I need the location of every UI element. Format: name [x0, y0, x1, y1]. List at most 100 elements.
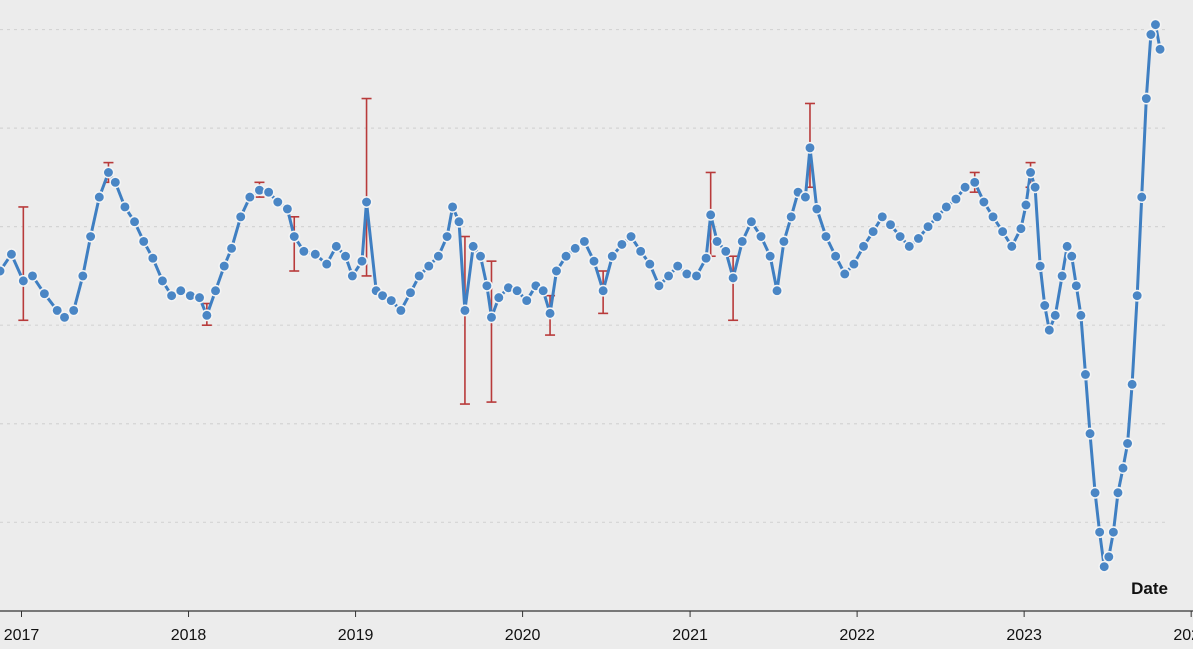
data-point [764, 250, 777, 263]
data-point [867, 225, 880, 238]
data-point [1034, 260, 1047, 273]
data-point [193, 291, 206, 304]
data-point [876, 210, 889, 223]
data-point [1070, 279, 1083, 292]
data-point [474, 250, 487, 263]
data-point [662, 269, 675, 282]
data-point [38, 287, 51, 300]
data-point [1029, 181, 1042, 194]
data-point [1043, 324, 1056, 337]
data-point [360, 196, 373, 208]
data-point [903, 240, 916, 253]
data-point [653, 279, 665, 292]
data-point [1093, 526, 1106, 539]
data-point [385, 294, 398, 307]
data-point [588, 255, 600, 268]
data-point [511, 284, 524, 297]
x-tick-label: 2022 [839, 627, 875, 644]
data-point [174, 284, 187, 297]
data-point [146, 252, 159, 265]
data-point [5, 248, 18, 261]
data-point [234, 210, 247, 223]
data-point [922, 220, 934, 233]
data-point [1014, 222, 1027, 235]
data-point [1102, 550, 1115, 563]
x-tick-label: 2024 [1173, 627, 1193, 644]
data-point [93, 191, 106, 204]
data-point [569, 242, 582, 255]
data-point [820, 230, 832, 243]
data-point [1098, 560, 1111, 573]
data-point [297, 245, 310, 258]
data-point [76, 269, 89, 282]
data-point [777, 235, 790, 248]
x-axis: 2017 2018 2019 2020 2021 2022 2023 2024 [0, 610, 1193, 644]
data-point [467, 240, 480, 253]
data-point [1061, 240, 1074, 253]
data-point [0, 265, 6, 277]
x-tick-label: 2023 [1006, 627, 1042, 644]
data-point [128, 215, 141, 228]
data-point [550, 265, 563, 277]
data-point [432, 250, 445, 263]
data-point [165, 289, 178, 302]
data-point [615, 238, 628, 251]
data-point [1020, 199, 1032, 211]
data-point [597, 284, 610, 297]
data-point [857, 240, 870, 253]
data-point [829, 250, 842, 263]
data-point [271, 196, 284, 208]
data-point [1107, 526, 1120, 539]
data-point [1135, 191, 1148, 204]
data-point [560, 250, 573, 263]
data-point [1005, 240, 1018, 253]
data-point [799, 191, 812, 204]
data-point [1121, 437, 1134, 450]
data-point [225, 242, 238, 255]
data-point [690, 269, 703, 282]
data-point [987, 210, 999, 223]
data-point [67, 304, 80, 317]
data-point [1056, 269, 1069, 282]
x-tick-label: 2019 [338, 627, 374, 644]
data-point [1131, 289, 1144, 302]
data-point [996, 225, 1009, 238]
data-point [458, 304, 471, 317]
data-point [137, 235, 150, 248]
x-tick-label: 2017 [4, 627, 40, 644]
data-point [218, 260, 231, 273]
data-point [711, 235, 724, 248]
data-point [810, 202, 823, 215]
data-point [17, 274, 30, 287]
data-point [912, 232, 925, 245]
data-point [959, 181, 972, 194]
data-point [1149, 18, 1162, 31]
data-point [755, 230, 767, 243]
gridlines [0, 28, 1168, 523]
data-point [1065, 250, 1078, 263]
data-point [58, 311, 71, 324]
data-point [1049, 309, 1062, 322]
data-points [0, 18, 1167, 573]
data-point [847, 258, 860, 271]
data-point [243, 191, 256, 204]
data-point [544, 307, 557, 320]
data-point [894, 230, 907, 243]
data-point [771, 284, 783, 297]
data-point [950, 193, 962, 206]
data-point [736, 235, 749, 248]
data-point [330, 240, 343, 253]
data-point [281, 202, 294, 215]
data-point [200, 309, 213, 322]
data-point [625, 230, 637, 243]
data-point [156, 274, 169, 287]
data-point [537, 284, 550, 297]
data-point [520, 294, 533, 307]
data-point [51, 304, 64, 317]
data-point [1144, 28, 1157, 41]
data-point [940, 201, 953, 213]
data-point [606, 250, 619, 263]
data-point [1038, 299, 1051, 312]
data-point [109, 176, 122, 189]
